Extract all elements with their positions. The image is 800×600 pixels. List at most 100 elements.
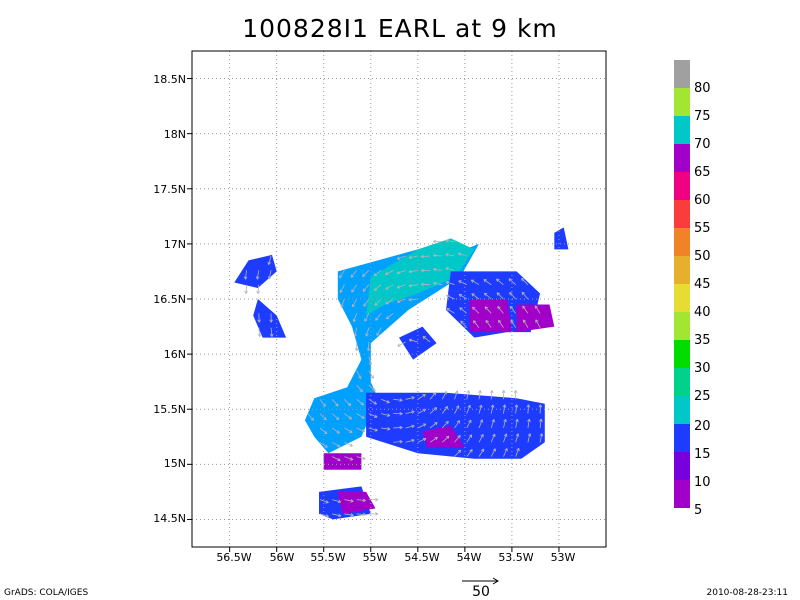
wind-vector <box>344 427 353 433</box>
wind-vector-head <box>528 404 531 408</box>
wind-vector-head <box>496 278 500 280</box>
wind-vector <box>446 308 455 314</box>
wind-vector-head <box>517 419 519 423</box>
wind-vector-head <box>411 411 415 414</box>
wind-vector <box>429 422 438 429</box>
wind-vector-head <box>399 398 403 401</box>
wind-vector <box>344 456 353 461</box>
wind-vector-head <box>484 306 487 310</box>
wind-vector-head <box>443 391 447 394</box>
wind-vector-head <box>411 397 415 400</box>
wind-vector-head <box>256 290 259 294</box>
wind-vector-head <box>472 307 474 311</box>
wind-vector-head <box>375 497 379 501</box>
wind-vector <box>362 270 370 277</box>
wind-vector-head <box>484 292 488 295</box>
wind-vector-head <box>367 348 371 352</box>
wind-vector-head <box>504 404 507 408</box>
wind-vector-head <box>411 438 415 441</box>
wind-vector <box>510 319 517 328</box>
wind-vector-head <box>478 390 481 394</box>
wind-vector <box>484 306 492 314</box>
wind-vector <box>445 254 455 257</box>
colorbar-swatch <box>674 228 690 256</box>
wind-vector-head <box>326 500 329 503</box>
wind-vector <box>417 408 426 414</box>
wind-vector-head <box>492 433 496 437</box>
wind-vector <box>356 413 365 419</box>
wind-vector-head <box>354 333 358 337</box>
wind-vector-head <box>375 513 379 516</box>
wind-vector-head <box>420 254 424 257</box>
wind-vector-head <box>325 444 328 448</box>
wind-vector <box>408 284 418 287</box>
wind-vector <box>446 294 455 300</box>
wind-speed-region <box>337 491 376 514</box>
wind-vector <box>268 270 272 280</box>
wind-vector <box>244 270 247 280</box>
wind-vector-head <box>423 409 427 413</box>
wind-vector <box>458 293 467 300</box>
wind-vector-head <box>505 419 507 423</box>
wind-vector-head <box>484 306 489 309</box>
wind-vector <box>405 396 415 400</box>
wind-vector <box>422 336 431 343</box>
wind-vector <box>405 439 415 443</box>
wind-vector-head <box>521 277 525 280</box>
wind-vector-head <box>408 269 412 273</box>
wind-vector <box>375 313 382 321</box>
wind-vector <box>472 306 480 314</box>
wind-vector-head <box>399 441 403 444</box>
wind-vector <box>527 419 530 429</box>
wind-vector-head <box>515 433 519 437</box>
wind-vector <box>331 427 340 434</box>
wind-vector-head <box>408 255 412 259</box>
wind-vector-head <box>457 434 461 437</box>
colorbar <box>674 60 690 508</box>
wind-vector-head <box>480 433 484 437</box>
wind-vector <box>484 292 492 300</box>
wind-vector <box>258 327 261 337</box>
lat-label: 16N <box>163 348 186 361</box>
wind-vector-head <box>244 276 248 280</box>
lat-label: 18N <box>163 128 186 141</box>
wind-vector-head <box>363 304 367 307</box>
timestamp: 2010-08-28-23:11 <box>706 588 789 598</box>
wind-vector-head <box>396 299 400 303</box>
wind-vector <box>356 398 364 406</box>
wind-vector <box>356 384 363 393</box>
wind-vector-head <box>420 282 424 285</box>
wind-vector-head <box>339 276 343 279</box>
wind-vector-head <box>385 315 388 320</box>
wind-vector-head <box>493 419 495 423</box>
wind-vector-head <box>270 319 273 323</box>
wind-vector-head <box>386 415 390 417</box>
wind-vector-head <box>515 418 518 422</box>
wind-vector <box>353 313 358 322</box>
wind-vector-head <box>362 415 365 419</box>
wind-vector <box>380 398 390 403</box>
wind-vector-head <box>257 333 261 337</box>
wind-vector <box>441 406 448 414</box>
wind-vector-head <box>399 425 403 428</box>
wind-vector <box>522 305 529 314</box>
wind-vector-head <box>257 319 260 323</box>
wind-vector-head <box>396 256 400 260</box>
wind-vector <box>503 419 507 429</box>
wind-vector <box>515 433 519 443</box>
wind-vector-head <box>459 435 461 439</box>
wind-vector <box>445 281 455 286</box>
wind-vector-head <box>399 439 403 442</box>
wind-vector <box>433 268 443 271</box>
wind-vector <box>441 391 447 400</box>
wind-vector-head <box>374 430 378 432</box>
wind-vector-head <box>337 501 341 504</box>
lon-label: 56.5W <box>216 551 252 564</box>
wind-vector-head <box>387 428 391 431</box>
lat-label: 17N <box>163 238 186 251</box>
wind-vector-head <box>528 418 531 423</box>
wind-vector-head <box>509 292 513 294</box>
wind-vector-head <box>353 319 357 323</box>
colorbar-swatch <box>674 452 690 480</box>
wind-speed-region <box>304 243 479 454</box>
